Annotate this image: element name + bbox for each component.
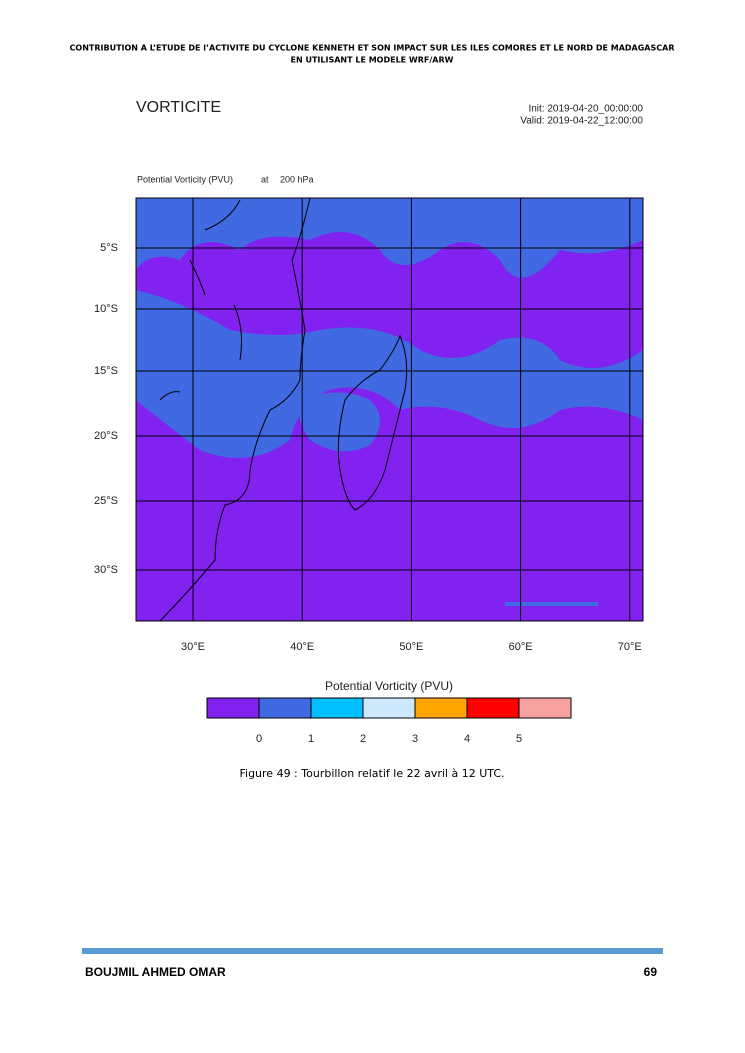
colorbar-swatch [362,697,416,719]
colorbar-title: Potential Vorticity (PVU) [325,679,453,693]
coastline [159,197,408,622]
header-line: CONTRIBUTION A L’ETUDE DE l’ACTIVITE DU … [70,44,675,53]
figure-title: VORTICITE [136,99,221,116]
lon-label: 50°E [399,641,423,653]
colorbar-label: 0 [256,733,262,745]
map [135,197,644,622]
lat-label: 15°S [94,365,118,377]
header-line: EN UTILISANT LE MODELE WRF/ARW [291,56,454,65]
footer-rule [82,948,663,954]
pv-contours [136,198,643,606]
lon-label: 40°E [290,641,314,653]
colorbar: 0 1 2 3 4 5 [206,697,572,745]
grid [136,198,643,621]
colorbar-label: 1 [308,733,314,745]
field-at: at [261,174,269,184]
colorbar-label: 3 [412,733,418,745]
footer-author: BOUJMIL AHMED OMAR [85,965,226,979]
colorbar-swatch [414,697,468,719]
init-time: Init: 2019-04-20_00:00:00 [528,104,643,115]
lat-label: 30°S [94,564,118,576]
colorbar-label: 2 [360,733,366,745]
valid-time: Valid: 2019-04-22_12:00:00 [520,116,643,127]
colorbar-swatch [258,697,312,719]
map-frame [135,197,644,622]
lat-label: 25°S [94,495,118,507]
colorbar-swatch [518,697,572,719]
lon-label: 30°E [181,641,205,653]
lat-label: 5°S [100,242,118,254]
caption: Figure 49 : Tourbillon relatif le 22 avr… [239,767,504,780]
colorbar-swatch [310,697,364,719]
page-number: 69 [644,965,658,979]
colorbar-swatch [466,697,520,719]
colorbar-label: 5 [516,733,522,745]
field-level: 200 hPa [280,174,314,184]
lon-label: 70°E [618,641,642,653]
colorbar-swatch [206,697,260,719]
lat-label: 20°S [94,430,118,442]
lon-label: 60°E [509,641,533,653]
field-name: Potential Vorticity (PVU) [137,174,233,184]
lat-label: 10°S [94,303,118,315]
colorbar-label: 4 [464,733,470,745]
